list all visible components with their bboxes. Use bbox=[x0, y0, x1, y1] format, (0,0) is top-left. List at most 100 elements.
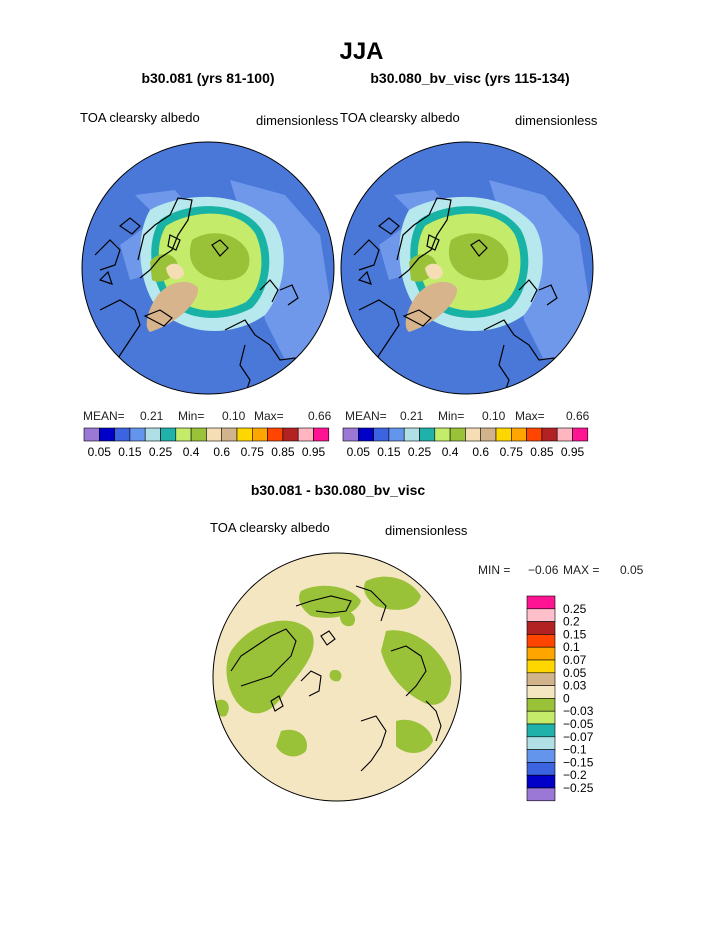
panel2-colorbar-swatch bbox=[556, 427, 573, 442]
panel1-polar-map bbox=[81, 141, 335, 395]
panel2-colorbar-swatch bbox=[572, 427, 589, 442]
panel2-colorbar-swatch bbox=[434, 427, 451, 442]
panel3-colorbar-swatch bbox=[526, 698, 556, 712]
panel1-max-label: Max= bbox=[254, 409, 284, 423]
panel1-colorbar-tick-label: 0.95 bbox=[302, 445, 326, 459]
panel1-variable-label: TOA clearsky albedo bbox=[80, 110, 200, 125]
panel2-colorbar-swatch bbox=[388, 427, 405, 442]
panel3-colorbar-tick-label: 0.2 bbox=[563, 615, 580, 629]
panel3-min-label: MIN = bbox=[478, 563, 511, 577]
panel3-min-value: −0.06 bbox=[528, 563, 559, 577]
panel1-colorbar-swatch bbox=[267, 427, 284, 442]
panel1-min-value: 0.10 bbox=[222, 409, 246, 423]
panel3-colorbar: 0.250.20.150.10.070.050.030−0.03−0.05−0.… bbox=[526, 595, 594, 802]
panel1-colorbar-tick-label: 0.85 bbox=[271, 445, 295, 459]
panel3-colorbar-tick-label: −0.05 bbox=[563, 717, 594, 731]
panel2-colorbar-tick-label: 0.95 bbox=[561, 445, 585, 459]
panel2-colorbar-tick-label: 0.75 bbox=[500, 445, 524, 459]
panel1-min-label: Min= bbox=[178, 409, 205, 423]
panel3-colorbar-swatch bbox=[526, 723, 556, 738]
panel3-colorbar-swatch bbox=[526, 774, 556, 789]
panel3-title: b30.081 - b30.080_bv_visc bbox=[250, 482, 426, 498]
panel2-colorbar-tick-label: 0.85 bbox=[530, 445, 554, 459]
panel2-colorbar-tick-label: 0.25 bbox=[408, 445, 432, 459]
panel1-colorbar-swatch bbox=[206, 427, 223, 442]
panel2-units-label: dimensionless bbox=[515, 113, 598, 128]
panel1-max-value: 0.66 bbox=[308, 409, 332, 423]
panel2-colorbar: 0.05 0.15 0.25 0.4 0.6 0.75 0.85 0.95 bbox=[342, 427, 589, 459]
panel3-colorbar-swatch bbox=[526, 736, 556, 750]
panel2-min-value: 0.10 bbox=[482, 409, 506, 423]
panel3-colorbar-swatch bbox=[526, 634, 556, 648]
panel2-polar-map bbox=[340, 141, 594, 395]
panel3-colorbar-tick-label: 0.05 bbox=[563, 666, 587, 680]
panel1-colorbar-swatch bbox=[144, 427, 161, 442]
panel2-colorbar-swatch bbox=[541, 427, 558, 442]
panel1-colorbar-swatch bbox=[99, 427, 115, 442]
panel2-mean-label: MEAN= bbox=[345, 409, 387, 423]
panel2-colorbar-tick-label: 0.4 bbox=[442, 445, 459, 459]
panel1-colorbar-tick-label: 0.75 bbox=[241, 445, 265, 459]
panel3-colorbar-tick-label: −0.15 bbox=[563, 755, 594, 769]
panel2-max-value: 0.66 bbox=[566, 409, 590, 423]
panel1-colorbar-tick-label: 0.4 bbox=[183, 445, 200, 459]
panel1-colorbar-swatch bbox=[114, 427, 131, 442]
panel1-colorbar-swatch bbox=[236, 427, 253, 442]
panel3-units-label: dimensionless bbox=[385, 523, 468, 538]
panel2-colorbar-swatch bbox=[449, 427, 466, 442]
panel3-colorbar-swatch bbox=[526, 646, 556, 661]
panel3-colorbar-swatch bbox=[526, 762, 556, 776]
panel1-mean-label: MEAN= bbox=[83, 409, 125, 423]
panel2-max-label: Max= bbox=[515, 409, 545, 423]
panel3-colorbar-tick-label: −0.25 bbox=[563, 781, 594, 795]
panel3-colorbar-tick-label: 0.15 bbox=[563, 627, 587, 641]
panel1-title: b30.081 (yrs 81-100) bbox=[141, 70, 275, 86]
panel2-colorbar-swatch bbox=[526, 427, 543, 442]
panel3-max-label: MAX = bbox=[563, 563, 600, 577]
panel2-colorbar-swatch bbox=[358, 427, 374, 442]
panel1-colorbar-swatch bbox=[83, 427, 100, 442]
panel1-colorbar-swatch bbox=[160, 427, 177, 442]
panel3-colorbar-tick-label: −0.1 bbox=[563, 743, 587, 757]
panel3-colorbar-swatch bbox=[526, 685, 556, 699]
panel2-colorbar-swatch bbox=[373, 427, 390, 442]
panel3-polar-map bbox=[212, 552, 462, 802]
panel3-max-value: 0.05 bbox=[620, 563, 644, 577]
panel1-colorbar-swatch bbox=[221, 427, 238, 442]
panel1-colorbar-swatch bbox=[175, 427, 192, 442]
panel3-colorbar-swatch bbox=[526, 710, 556, 725]
panel3-colorbar-swatch bbox=[526, 787, 556, 802]
panel1-colorbar-swatch bbox=[129, 427, 146, 442]
panel2-colorbar-swatch bbox=[495, 427, 512, 442]
panel2-title: b30.080_bv_visc (yrs 115-134) bbox=[370, 70, 570, 86]
panel1-colorbar-swatch bbox=[313, 427, 330, 442]
panel3-colorbar-swatch bbox=[526, 659, 556, 674]
panel2-colorbar-tick-label: 0.15 bbox=[377, 445, 401, 459]
panel3-colorbar-tick-label: 0.25 bbox=[563, 602, 587, 616]
panel1-colorbar: 0.05 0.15 0.25 0.4 0.6 0.75 0.85 0.95 bbox=[83, 427, 330, 459]
panel2-colorbar-swatch bbox=[342, 427, 359, 442]
panel1-colorbar-tick-label: 0.15 bbox=[118, 445, 142, 459]
panel2-min-label: Min= bbox=[438, 409, 465, 423]
panel3-colorbar-swatch bbox=[526, 595, 556, 610]
panel1-colorbar-swatch bbox=[252, 427, 268, 442]
panel1-colorbar-tick-label: 0.6 bbox=[213, 445, 230, 459]
panel2-colorbar-swatch bbox=[403, 427, 420, 442]
panel3-colorbar-tick-label: 0.07 bbox=[563, 653, 587, 667]
panel1-colorbar-tick-label: 0.25 bbox=[149, 445, 173, 459]
panel2-colorbar-swatch bbox=[480, 427, 497, 442]
panel1-colorbar-tick-label: 0.05 bbox=[88, 445, 112, 459]
panel3-variable-label: TOA clearsky albedo bbox=[210, 520, 330, 535]
page-title: JJA bbox=[339, 38, 384, 65]
panel1-colorbar-swatch bbox=[282, 427, 299, 442]
panel3-colorbar-swatch bbox=[526, 672, 556, 686]
panel1-units-label: dimensionless bbox=[256, 113, 339, 128]
panel2-variable-label: TOA clearsky albedo bbox=[340, 110, 460, 125]
panel3-colorbar-tick-label: 0 bbox=[563, 691, 570, 705]
panel2-colorbar-swatch bbox=[511, 427, 527, 442]
panel2-colorbar-tick-label: 0.05 bbox=[347, 445, 371, 459]
panel3-colorbar-swatch bbox=[526, 621, 556, 635]
panel3-colorbar-swatch bbox=[526, 608, 556, 622]
panel3-colorbar-tick-label: 0.1 bbox=[563, 640, 580, 654]
panel2-colorbar-tick-label: 0.6 bbox=[472, 445, 489, 459]
